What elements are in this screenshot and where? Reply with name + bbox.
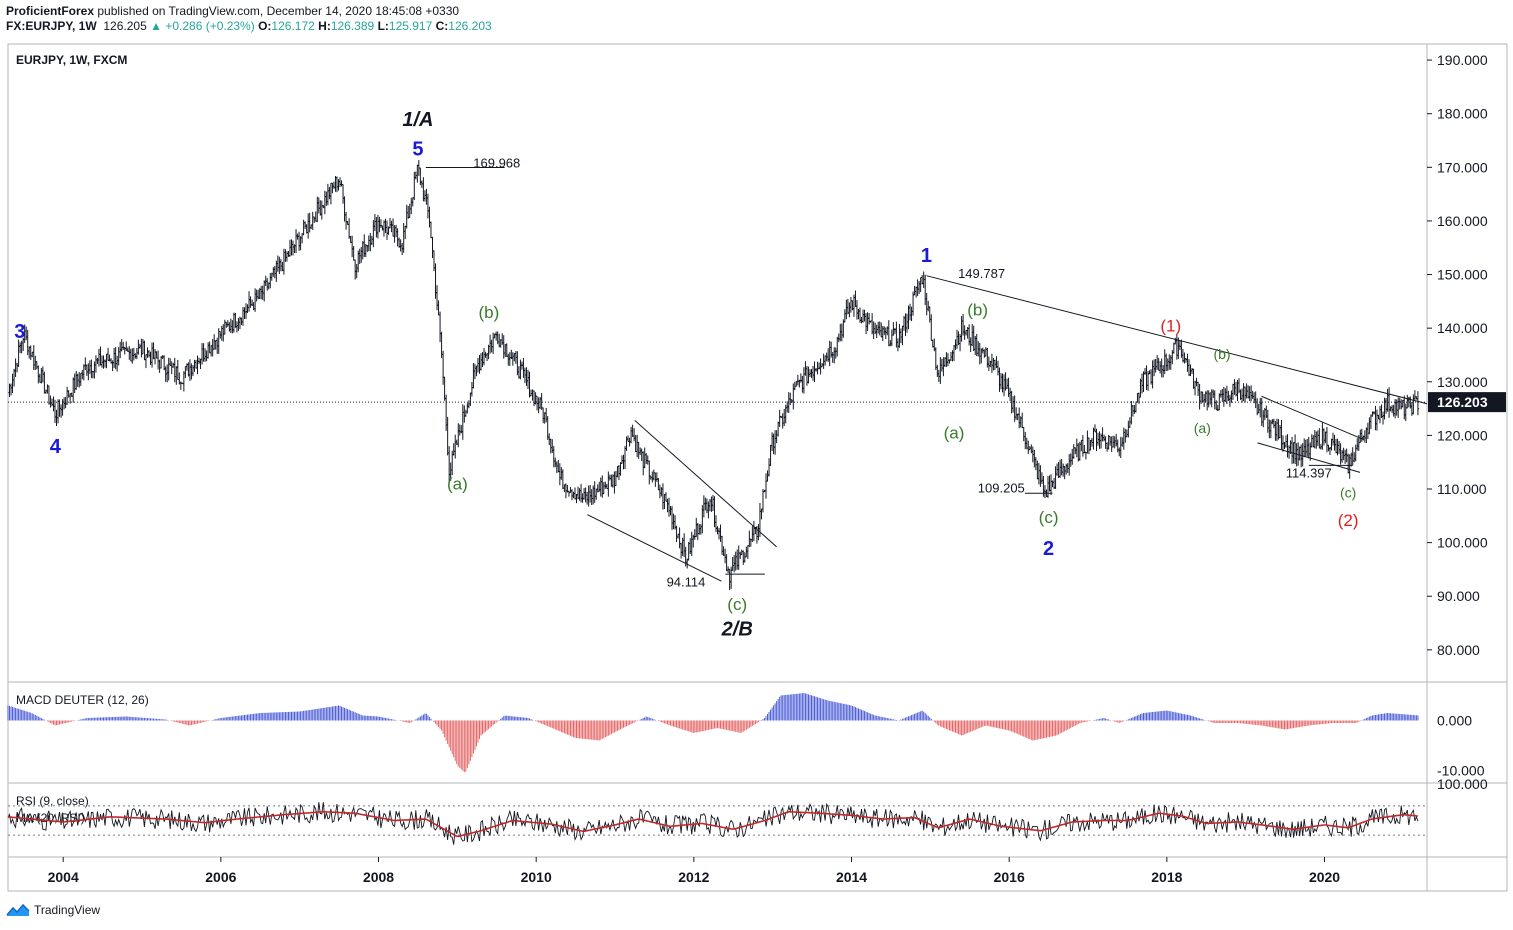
symbol-label[interactable]: FX:EURJPY, 1W [6,19,97,33]
trendline [587,514,722,582]
price-tick-label: 140.000 [1437,320,1488,336]
wave-label: 1/A [402,109,433,131]
high-value: 126.389 [330,19,375,33]
low-value: 125.917 [388,19,433,33]
wave-label: (a) [1194,420,1211,436]
publisher-name[interactable]: ProficientForex [6,4,95,18]
time-tick-label: 2014 [836,869,867,885]
time-tick-label: 2006 [205,869,236,885]
price-tick-label: 80.000 [1437,642,1480,658]
footer: TradingView [6,903,100,917]
wave-label: 3 [14,321,25,343]
wave-label: 4 [50,436,62,458]
last-price-tag-label: 126.203 [1437,394,1488,410]
price-tick-label: 170.000 [1437,159,1488,175]
time-tick-label: 2012 [678,869,709,885]
price-tick-label: 90.000 [1437,588,1480,604]
wave-label: (a) [447,475,468,494]
rsi-title: RSI (9, close) [16,794,89,808]
change-up-icon: ▲ [150,19,162,33]
wave-label: (a) [944,424,965,443]
price-tick-label: 180.000 [1437,106,1488,122]
time-tick-label: 2016 [994,869,1025,885]
chart-header: ProficientForex published on TradingView… [6,4,492,34]
rsi-ma-line [7,810,1418,838]
candles [8,160,1420,591]
open-value: 126.172 [271,19,315,33]
chart-frame [7,43,1508,892]
time-tick-label: 2004 [48,869,79,885]
wave-label: (b) [478,303,499,322]
wave-label: (b) [1213,346,1230,362]
wave-label: 149.787 [958,266,1005,281]
price-tick-label: 110.000 [1437,481,1487,497]
chart-title: EURJPY, 1W, FXCM [16,53,127,67]
macd-tick-label: 0.000 [1437,713,1472,729]
price-tick-label: 190.000 [1437,52,1488,68]
price-change: +0.286 (+0.23%) [165,19,255,33]
wave-label: (2) [1338,511,1359,530]
macd-histogram [7,693,1419,773]
time-tick-label: 2010 [521,869,552,885]
trendline [1257,442,1361,473]
close-label: C: [435,19,449,33]
high-label: H: [318,19,331,33]
low-label: L: [377,19,389,33]
last-price: 126.205 [103,19,147,33]
tradingview-logo-icon[interactable] [6,903,30,917]
price-tick-label: 160.000 [1437,213,1488,229]
wave-label: 1 [921,245,932,267]
close-value: 126.203 [448,19,492,33]
trendline [1261,395,1365,441]
wave-label: 2 [1043,538,1054,560]
wave-label: (c) [727,595,747,614]
price-tick-label: 150.000 [1437,267,1488,283]
tradingview-brand[interactable]: TradingView [34,903,101,917]
open-label: O: [258,19,272,33]
price-tick-label: 130.000 [1437,374,1488,390]
wave-label: (c) [1039,508,1059,527]
macd-title: MACD DEUTER (12, 26) [16,693,149,707]
wave-label: 5 [412,139,423,161]
time-tick-label: 2008 [363,869,394,885]
macd-tick-label: -10.000 [1437,763,1485,779]
trendline [926,275,1428,405]
wave-label: 109.205 [978,480,1025,495]
published-text: published on TradingView.com, December 1… [97,4,460,18]
price-tick-label: 120.000 [1437,427,1488,443]
wave-label: 169.968 [473,156,520,171]
publish-line: ProficientForex published on TradingView… [6,4,492,19]
trendline [634,419,777,548]
wave-label: 94.114 [667,574,706,589]
time-tick-label: 2018 [1151,869,1182,885]
wave-label: (b) [967,300,988,319]
wave-label: 2/B [721,618,753,640]
last-price-tag [1428,392,1506,413]
price-tick-label: 100.000 [1437,535,1488,551]
time-tick-label: 2020 [1309,869,1340,885]
wave-label: 114.397 [1286,465,1332,480]
rsi-line [7,802,1419,845]
wave-label: (c) [1340,485,1356,501]
wave-label: (1) [1160,316,1181,335]
rsi-tick-label: 100.000 [1437,776,1488,792]
ohlc-line: FX:EURJPY, 1W 126.205 ▲ +0.286 (+0.23%) … [6,19,492,34]
